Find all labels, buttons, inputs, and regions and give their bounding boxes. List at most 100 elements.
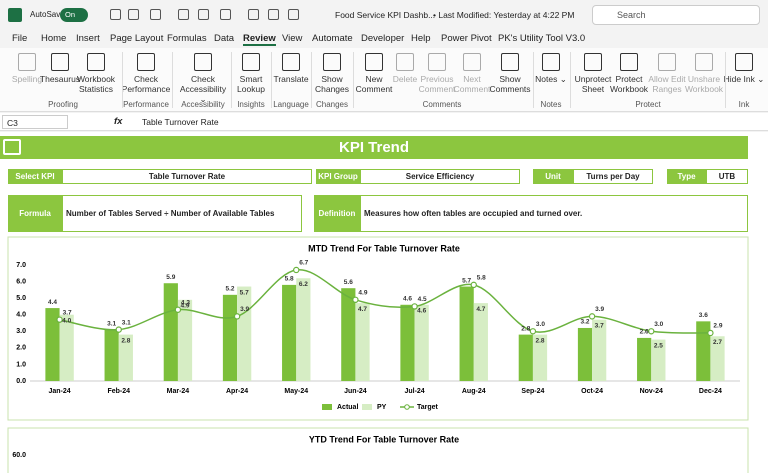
ribbon-button[interactable]: Delete	[392, 74, 418, 84]
ribbon-group-label: Comments	[422, 100, 462, 109]
target-marker	[233, 313, 241, 320]
ribbon-button[interactable]: Translate	[273, 74, 309, 84]
ribbon-button[interactable]: Check Performance	[121, 74, 171, 94]
data-label: 4.7	[358, 306, 367, 313]
ribbon-button[interactable]: Thesaurus	[39, 74, 81, 84]
menu-tab[interactable]: PK's Utility Tool V3.0	[498, 33, 586, 44]
autosave-label: AutoSave	[30, 10, 65, 19]
menu-tab[interactable]: Insert	[76, 33, 100, 44]
legend-swatch	[404, 404, 410, 410]
data-label: 3.1	[107, 320, 116, 327]
formula-text: Number of Tables Served ÷ Number of Avai…	[62, 195, 302, 232]
bar	[532, 334, 548, 381]
menu-tab[interactable]: Help	[411, 33, 431, 44]
ribbon-button[interactable]: Next Comment	[453, 74, 491, 94]
menu-tab[interactable]: Home	[41, 33, 67, 44]
ribbon-button[interactable]: Hide Ink ⌄	[723, 74, 765, 84]
ribbon-button[interactable]: New Comment	[355, 74, 393, 94]
formula-content: Table Turnover Rate	[142, 117, 219, 127]
bar	[637, 337, 652, 381]
ribbon-button[interactable]: Show Changes	[314, 74, 350, 94]
toolbar-icon	[288, 9, 299, 20]
x-tick-label: Oct-24	[581, 388, 603, 395]
bar	[651, 339, 666, 381]
home-icon	[3, 139, 21, 155]
menu-tab[interactable]: Developer	[361, 33, 405, 44]
ribbon-button[interactable]: Workbook Statistics	[76, 74, 116, 94]
ribbon-icon	[428, 53, 446, 71]
legend-swatch	[322, 404, 332, 410]
y-tick-label: 7.0	[16, 262, 26, 269]
group-separator	[172, 52, 173, 108]
y-tick-label: 6.0	[16, 278, 26, 285]
group-separator	[725, 52, 726, 108]
data-label: 2.8	[121, 337, 130, 344]
data-label: 5.2	[225, 286, 234, 293]
y-tick-label: 3.0	[16, 328, 26, 335]
ribbon-button[interactable]: Spelling	[11, 74, 43, 84]
menu-tab[interactable]: Data	[214, 33, 235, 44]
ribbon-button[interactable]: Protect Workbook	[609, 74, 649, 94]
data-label: 4.4	[48, 299, 57, 306]
autosave-toggle[interactable]: On	[60, 8, 88, 22]
target-marker	[588, 313, 596, 320]
target-marker	[648, 328, 655, 335]
group-separator	[533, 52, 534, 108]
x-tick-label: Sep-24	[521, 388, 544, 395]
data-label: 4.9	[180, 303, 189, 310]
toolbar-icon	[220, 9, 231, 20]
select-kpi-dropdown[interactable]: Table Turnover Rate	[62, 169, 312, 184]
ribbon-icon	[542, 53, 560, 71]
ribbon-button[interactable]: Previous Comment	[418, 74, 456, 94]
data-label: 3.7	[595, 322, 604, 329]
x-tick-label: Mar-24	[167, 388, 190, 395]
ribbon-button[interactable]: Notes ⌄	[535, 74, 567, 84]
target-marker	[115, 326, 122, 333]
y-tick-label: 0.0	[16, 378, 26, 385]
group-separator	[353, 52, 354, 108]
menu-tab[interactable]: File	[12, 33, 28, 44]
menu-tab[interactable]: Formulas	[167, 33, 207, 44]
bar	[459, 286, 474, 381]
bar	[163, 283, 178, 381]
menu-tab[interactable]: View	[282, 33, 303, 44]
ribbon-icon	[463, 53, 481, 71]
ribbon-button[interactable]: Check Accessibility ⌄	[179, 74, 227, 104]
ribbon-button[interactable]: Smart Lookup	[237, 74, 265, 94]
ribbon-button[interactable]: Unprotect Sheet	[574, 74, 612, 94]
ribbon-icon	[365, 53, 383, 71]
toolbar-icon	[150, 9, 161, 20]
name-box[interactable]: C3	[2, 115, 68, 129]
menu-tab[interactable]: Review	[243, 33, 276, 46]
bar	[710, 336, 725, 381]
charts: MTD Trend For Table Turnover Rate 0.0 1.0 2…	[7, 236, 749, 473]
fx-label: fx	[114, 116, 123, 127]
data-label: 2.6	[640, 329, 649, 336]
ribbon	[0, 48, 768, 112]
target-marker	[352, 296, 359, 304]
menu-tab[interactable]: Automate	[312, 33, 353, 44]
data-label: 3.6	[699, 312, 708, 319]
formula-label: Formula	[8, 195, 62, 232]
bar	[592, 319, 607, 381]
ribbon-icon	[396, 53, 414, 71]
ribbon-icon	[242, 53, 260, 71]
target-marker	[470, 281, 477, 289]
data-label: 5.6	[344, 279, 353, 286]
kpi-group-value: Service Efficiency	[360, 169, 520, 184]
search-box[interactable]: Search	[592, 5, 760, 25]
data-label: 2.5	[654, 342, 663, 349]
menu-tab[interactable]: Page Layout	[110, 33, 164, 44]
unit-label: Unit	[533, 169, 573, 184]
bar	[104, 329, 119, 381]
ribbon-button[interactable]: Show Comments	[489, 74, 531, 94]
ribbon-button[interactable]: Unshare Workbook	[684, 74, 724, 94]
y-tick-label: 4.0	[16, 312, 26, 319]
ribbon-button[interactable]: Allow Edit Ranges	[648, 74, 686, 94]
menu-tab[interactable]: Power Pivot	[441, 33, 492, 44]
data-label: 4.6	[417, 307, 426, 314]
bar	[355, 303, 370, 381]
data-label: 3.2	[580, 319, 589, 326]
ribbon-icon	[87, 53, 105, 71]
bar	[518, 334, 533, 381]
